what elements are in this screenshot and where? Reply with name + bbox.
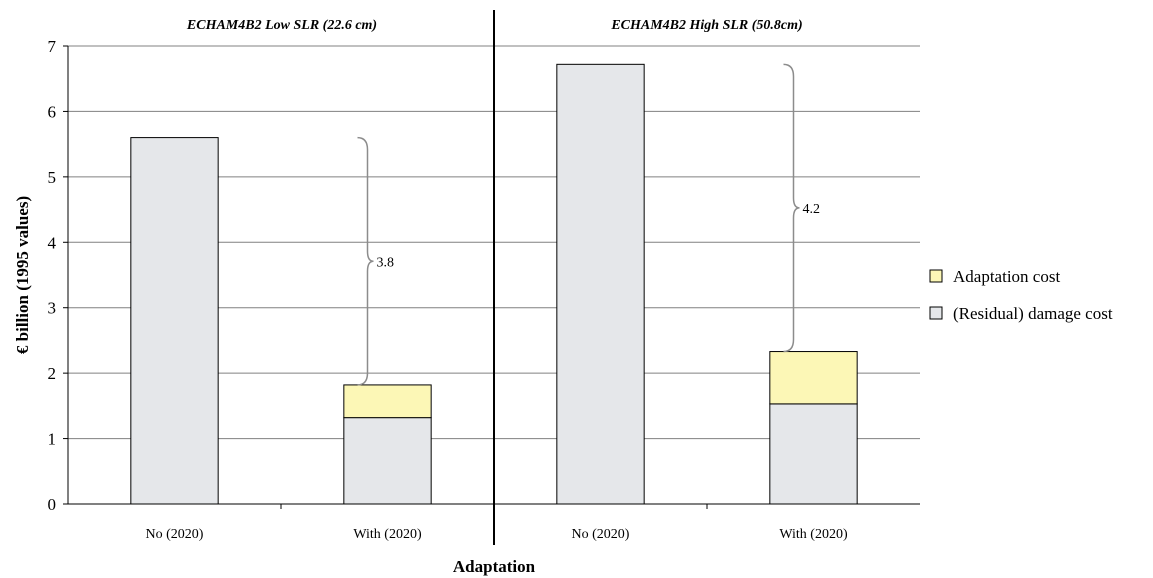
legend-swatch-adaptation (929, 269, 943, 283)
y-tick-label: 4 (48, 233, 57, 252)
y-tick-label: 5 (48, 168, 57, 187)
x-ticks: No (2020) With (2020) No (2020) With (2020) (146, 504, 848, 542)
legend-swatch-damage (929, 306, 943, 320)
legend-label-adaptation: Adaptation cost (953, 267, 1060, 286)
bar-adaptation (769, 351, 858, 405)
x-axis-label: Adaptation (453, 557, 536, 576)
annotations: 3.8 4.2 (357, 63, 821, 386)
bar-damage (769, 403, 858, 505)
legend: Adaptation cost (Residual) damage cost (929, 267, 1113, 323)
x-tick-label: No (2020) (572, 527, 630, 542)
y-tick-label: 6 (48, 102, 57, 121)
y-axis-label: € billion (1995 values) (13, 196, 32, 354)
y-tick-label: 0 (48, 495, 57, 514)
legend-label-damage: (Residual) damage cost (953, 304, 1113, 323)
y-tick-label: 3 (48, 299, 57, 318)
bar-damage (130, 137, 219, 505)
y-tick-label: 2 (48, 364, 57, 383)
y-tick-label: 1 (48, 430, 57, 449)
bar-damage (343, 417, 432, 505)
y-ticks: 0 1 2 3 4 5 6 7 (48, 37, 68, 514)
x-tick-label: No (2020) (146, 527, 204, 542)
panel-title-left: ECHAM4B2 Low SLR (22.6 cm) (186, 18, 377, 33)
difference-brace (357, 136, 374, 386)
difference-brace (783, 63, 800, 353)
x-tick-label: With (2020) (779, 527, 848, 542)
bars (130, 63, 858, 505)
x-tick-label: With (2020) (353, 527, 422, 542)
difference-label: 3.8 (377, 255, 395, 270)
difference-label: 4.2 (803, 202, 821, 217)
panel-title-right: ECHAM4B2 High SLR (50.8cm) (610, 18, 802, 33)
bar-adaptation (343, 384, 432, 419)
y-tick-label: 7 (48, 37, 57, 56)
bar-damage (556, 63, 645, 505)
